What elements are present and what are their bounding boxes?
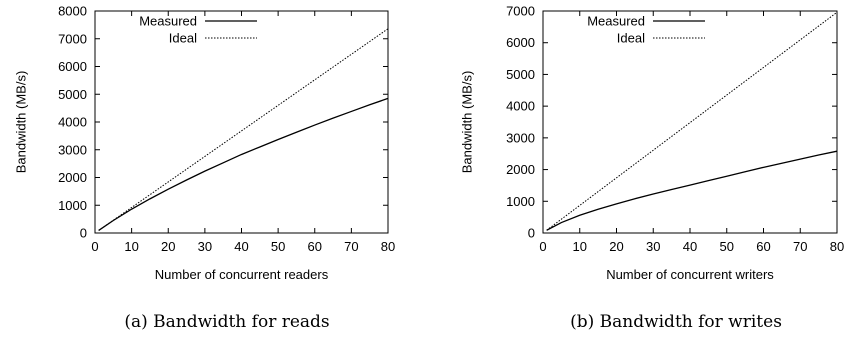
y-tick-label: 4000 <box>58 115 87 130</box>
figure-caption: (a) Bandwidth for reads <box>124 312 329 332</box>
plot-frame <box>542 10 838 234</box>
x-tick-label: 50 <box>720 239 734 254</box>
x-tick-label: 20 <box>161 239 175 254</box>
x-tick-label: 30 <box>198 239 212 254</box>
y-axis-label: Bandwidth (MB/s) <box>13 71 28 174</box>
x-tick-label: 0 <box>539 239 546 254</box>
x-axis-label: Number of concurrent writers <box>606 267 774 282</box>
y-tick-label: 3000 <box>58 142 87 157</box>
x-tick-label: 30 <box>646 239 660 254</box>
legend-label-measured: Measured <box>139 14 197 29</box>
x-tick-label: 10 <box>573 239 587 254</box>
y-tick-label: 4000 <box>506 99 535 114</box>
x-tick-label: 70 <box>344 239 358 254</box>
legend-label-measured: Measured <box>587 14 645 29</box>
x-tick-label: 40 <box>683 239 697 254</box>
series-line-measured <box>546 150 838 231</box>
y-tick-label: 0 <box>528 226 535 241</box>
y-tick-label: 8000 <box>58 4 87 19</box>
x-tick-label: 40 <box>234 239 248 254</box>
plot-frame <box>94 10 389 234</box>
x-tick-label: 20 <box>609 239 623 254</box>
x-tick-label: 0 <box>91 239 98 254</box>
x-tick-label: 10 <box>124 239 138 254</box>
y-tick-label: 7000 <box>506 4 535 19</box>
y-tick-label: 1000 <box>58 198 87 213</box>
y-tick-label: 6000 <box>506 35 535 50</box>
y-axis-label: Bandwidth (MB/s) <box>459 71 474 174</box>
x-tick-label: 50 <box>271 239 285 254</box>
y-tick-label: 0 <box>80 226 87 241</box>
series-line-ideal <box>98 28 389 231</box>
y-tick-label: 2000 <box>506 162 535 177</box>
y-tick-label: 2000 <box>58 170 87 185</box>
legend-label-ideal: Ideal <box>169 31 197 46</box>
x-tick-label: 70 <box>793 239 807 254</box>
x-tick-label: 80 <box>381 239 395 254</box>
y-tick-label: 5000 <box>58 87 87 102</box>
legend-label-ideal: Ideal <box>617 31 645 46</box>
series-line-ideal <box>546 11 838 231</box>
y-tick-label: 6000 <box>58 59 87 74</box>
x-tick-label: 60 <box>308 239 322 254</box>
x-tick-label: 60 <box>756 239 770 254</box>
y-tick-label: 1000 <box>506 194 535 209</box>
figure-caption: (b) Bandwidth for writes <box>570 312 782 332</box>
series-line-measured <box>98 97 389 231</box>
y-tick-label: 5000 <box>506 67 535 82</box>
x-axis-label: Number of concurrent readers <box>155 267 329 282</box>
y-tick-label: 7000 <box>58 31 87 46</box>
y-tick-label: 3000 <box>506 130 535 145</box>
x-tick-label: 80 <box>830 239 844 254</box>
